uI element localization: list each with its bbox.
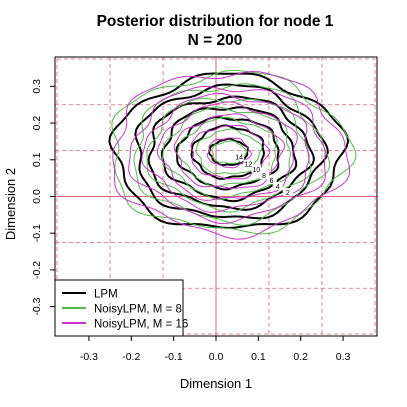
legend-label-noisylpm-m8: NoisyLPM, M = 8 bbox=[94, 304, 182, 316]
contour-level-label-6: 6 bbox=[270, 178, 274, 185]
legend-label-lpm: LPM bbox=[94, 289, 118, 301]
contour-level-label-bg-8 bbox=[259, 170, 270, 179]
x-tick-label-6: 0.3 bbox=[336, 351, 351, 363]
contour-lpm-level-6 bbox=[147, 95, 315, 211]
contour-noisylpm-m-16-level-10 bbox=[173, 113, 286, 189]
contour-level-label-bg-4 bbox=[272, 181, 283, 190]
contour-noisylpm-m-16-level-14 bbox=[206, 137, 252, 169]
contour-noisylpm-m-16-level-4 bbox=[128, 85, 326, 225]
contour-noisylpm-m-8-level-6 bbox=[146, 97, 312, 213]
contour-level-label-12: 12 bbox=[245, 162, 253, 169]
y-tick-label-4: 0.1 bbox=[31, 152, 43, 167]
contour-lpm-level-4 bbox=[134, 83, 329, 220]
grid-border bbox=[56, 58, 376, 335]
contour-level-label-bg-6 bbox=[266, 175, 277, 184]
legend-entry-noisylpm-m8: NoisyLPM, M = 8 bbox=[62, 304, 182, 316]
legend-entry-noisylpm-m16: NoisyLPM, M = 16 bbox=[62, 319, 188, 331]
chart-subtitle: N = 200 bbox=[188, 32, 243, 49]
y-axis-label: Dimension 2 bbox=[3, 168, 18, 240]
contour-lines bbox=[108, 69, 357, 240]
contour-noisylpm-m-16-level-2 bbox=[112, 70, 351, 240]
x-tick-label-2: -0.1 bbox=[165, 351, 183, 363]
legend-label-noisylpm-m16: NoisyLPM, M = 16 bbox=[94, 319, 188, 331]
x-tick-label-0: -0.3 bbox=[80, 351, 98, 363]
y-tick-label-2: -0.1 bbox=[31, 224, 43, 242]
contour-level-label-bg-14 bbox=[234, 152, 245, 161]
contour-noisylpm-m-16-level-8 bbox=[156, 101, 298, 201]
contour-level-label-4: 4 bbox=[276, 184, 280, 191]
y-tick-label-0: -0.3 bbox=[31, 297, 43, 315]
contour-noisylpm-m-8-level-10 bbox=[176, 116, 278, 187]
x-tick-label-3: 0.0 bbox=[209, 351, 224, 363]
x-tick-label-1: -0.2 bbox=[122, 351, 140, 363]
plot-frame bbox=[54, 56, 378, 337]
contour-noisylpm-m-8-level-12 bbox=[195, 128, 263, 175]
contour-noisylpm-m-16-level-6 bbox=[141, 92, 310, 213]
contour-lpm-level-8 bbox=[160, 106, 298, 203]
x-tick-label-4: 0.1 bbox=[251, 351, 266, 363]
contour-level-label-10: 10 bbox=[252, 167, 260, 174]
contour-noisylpm-m-16-level-12 bbox=[190, 124, 271, 180]
y-tick-label-5: 0.2 bbox=[31, 116, 43, 131]
axis-ticks: -0.3 -0.2 -0.1 0.0 0.1 0.2 0.3 -0.3 -0.2 -0.1 0.0 0… bbox=[31, 79, 351, 363]
legend: LPM NoisyLPM, M = 8 NoisyLPM, M = 16 bbox=[54, 279, 188, 337]
contour-noisylpm-m-8-level-2 bbox=[111, 69, 357, 235]
y-tick-label-6: 0.3 bbox=[31, 79, 43, 94]
contour-noisylpm-m-8-level-14 bbox=[211, 140, 248, 164]
contour-noisylpm-m-8-level-8 bbox=[161, 106, 291, 201]
contour-level-label-bg-12 bbox=[243, 159, 254, 168]
contour-lpm-level-12 bbox=[190, 124, 265, 181]
contour-level-label-14: 14 bbox=[235, 155, 243, 162]
chart-title: Posterior distribution for node 1 bbox=[97, 13, 334, 30]
contour-level-label-2: 2 bbox=[286, 190, 290, 197]
contour-level-label-bg-2 bbox=[282, 188, 293, 197]
x-axis-label: Dimension 1 bbox=[180, 376, 252, 391]
contour-noisylpm-m-8-level-4 bbox=[133, 83, 331, 226]
x-tick-label-5: 0.2 bbox=[293, 351, 308, 363]
contour-level-label-8: 8 bbox=[262, 173, 266, 180]
legend-entry-lpm: LPM bbox=[62, 289, 118, 301]
y-tick-label-3: 0.0 bbox=[31, 189, 43, 204]
contour-level-label-bg-10 bbox=[251, 164, 262, 173]
y-tick-label-1: -0.2 bbox=[31, 261, 43, 279]
